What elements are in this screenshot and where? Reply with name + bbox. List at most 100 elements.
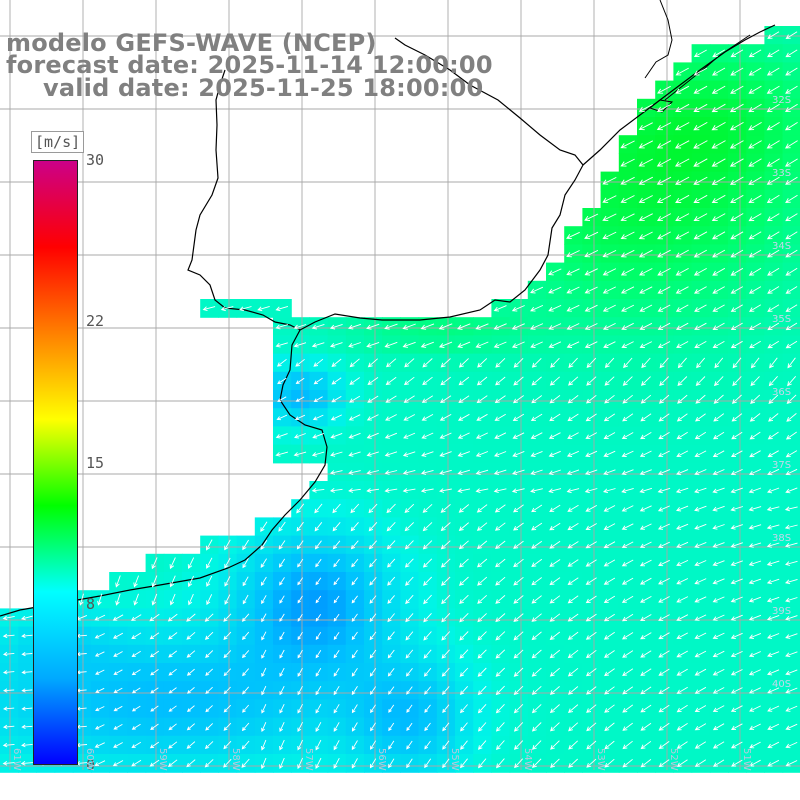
wind-arrow [567, 413, 579, 422]
wind-arrow [620, 158, 635, 167]
wind-arrow [241, 758, 250, 768]
wind-arrow [241, 631, 250, 641]
wind-arrow [406, 722, 413, 732]
wind-arrow [639, 559, 652, 567]
wind-arrow [349, 395, 361, 403]
title-model: modelo GEFS-WAVE (NCEP) [6, 29, 377, 57]
wind-arrow [513, 357, 524, 368]
wind-arrow [331, 396, 342, 403]
wind-arrow [785, 741, 798, 749]
wind-arrow [712, 614, 725, 621]
wind-arrow [640, 413, 652, 422]
wind-arrow [622, 632, 634, 640]
wind-arrow [620, 213, 635, 222]
wind-arrow [493, 469, 507, 475]
wind-arrow [403, 414, 416, 421]
wind-arrow [21, 688, 33, 693]
wind-arrow [94, 633, 105, 639]
wind-arrow [729, 158, 744, 167]
wind-arrow [767, 340, 780, 349]
wind-arrow [386, 503, 396, 514]
wind-arrow [279, 722, 285, 733]
wind-arrow [330, 451, 343, 457]
wind-arrow [748, 103, 762, 113]
wind-arrow [512, 395, 524, 404]
wind-arrow [748, 67, 762, 76]
wind-arrow [639, 304, 653, 312]
wind-arrow [603, 631, 615, 640]
wind-arrow [297, 739, 304, 751]
wind-arrow [150, 705, 159, 712]
wind-arrow [603, 413, 616, 422]
wind-arrow [785, 651, 798, 658]
wind-arrow [656, 213, 672, 222]
wind-arrow [278, 558, 286, 568]
wind-arrow [602, 304, 616, 312]
wind-arrow [586, 357, 597, 368]
wind-arrow [713, 376, 724, 387]
wind-arrow [675, 85, 690, 94]
wind-arrow [548, 304, 562, 312]
wind-arrow [351, 649, 358, 659]
wind-arrow [712, 524, 725, 530]
wind-arrow [513, 540, 524, 549]
wind-arrow [333, 757, 340, 769]
wind-arrow [730, 487, 743, 494]
wind-arrow [584, 304, 598, 312]
wind-arrow [424, 686, 432, 695]
wind-arrow [513, 613, 524, 623]
wind-arrow [388, 758, 395, 769]
wind-arrow [712, 596, 725, 603]
wind-arrow [785, 431, 797, 440]
wind-arrow [293, 342, 307, 348]
wind-arrow [3, 706, 15, 711]
wind-arrow [584, 323, 598, 330]
wind-arrow [693, 67, 708, 76]
wind-arrow [477, 613, 487, 623]
wind-arrow [131, 614, 142, 621]
wind-arrow [386, 540, 396, 550]
wind-arrow [640, 650, 652, 658]
wind-arrow [766, 596, 780, 603]
latitude-label: 40S [772, 679, 792, 690]
wind-arrow [530, 286, 544, 294]
wind-arrow [566, 286, 580, 294]
wind-arrow [676, 559, 689, 567]
wind-arrow [658, 413, 670, 422]
wind-arrow [94, 760, 106, 767]
wind-arrow [513, 376, 524, 386]
wind-arrow [312, 414, 324, 421]
wind-arrow [731, 759, 743, 767]
wind-arrow [296, 521, 304, 532]
wind-arrow [387, 613, 395, 623]
wind-arrow [657, 469, 671, 476]
wind-arrow [785, 194, 798, 204]
wind-arrow [169, 593, 176, 606]
wind-arrow [297, 685, 303, 696]
wind-arrow [423, 667, 432, 677]
wind-arrow [113, 742, 123, 748]
wind-arrow [640, 394, 652, 404]
wind-arrow [21, 706, 33, 711]
coastline-uruguay [299, 37, 584, 331]
longitude-label: 56W [376, 748, 387, 771]
wind-arrow [494, 413, 506, 421]
wind-arrow [2, 761, 15, 766]
wind-arrow [388, 704, 395, 713]
wind-arrow [585, 649, 597, 659]
wind-arrow [766, 122, 780, 131]
wind-arrow [639, 268, 653, 276]
wind-arrow [458, 522, 469, 532]
latitude-label: 36S [772, 387, 792, 398]
wind-arrow [421, 414, 434, 421]
wind-arrow [658, 450, 670, 458]
wind-arrow [242, 576, 249, 587]
wind-arrow [658, 759, 670, 768]
wind-arrow [112, 614, 124, 621]
wind-arrow [766, 140, 780, 149]
wind-arrow [584, 268, 598, 276]
wind-arrow [476, 540, 488, 550]
wind-arrow [424, 704, 431, 713]
wind-arrow [403, 376, 415, 386]
wind-arrow [767, 723, 780, 730]
